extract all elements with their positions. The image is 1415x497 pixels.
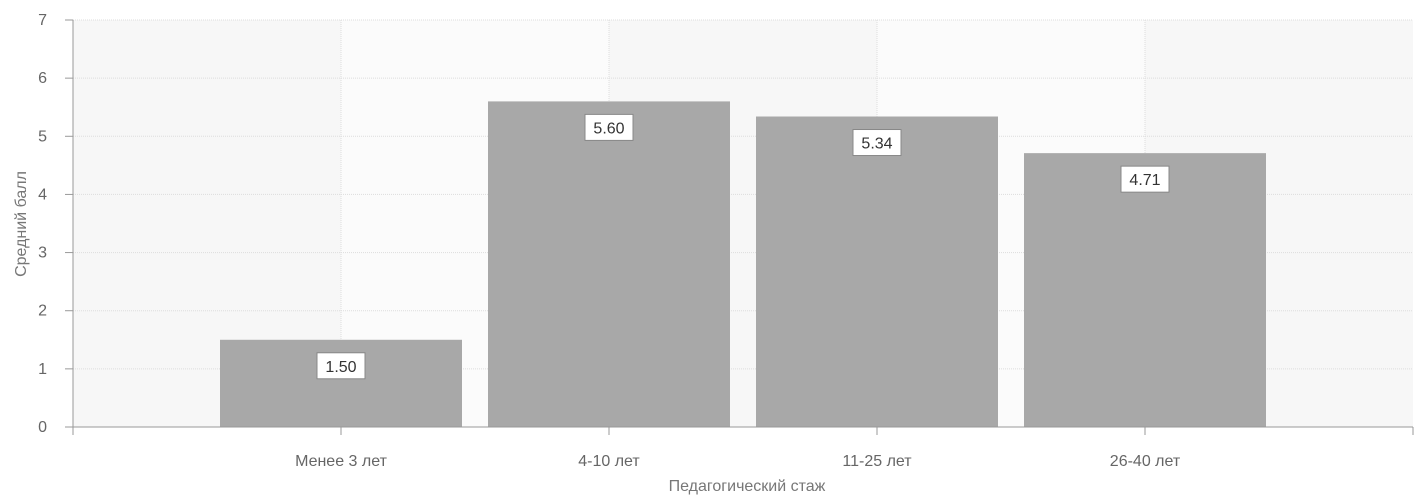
y-tick-label: 1 <box>38 361 47 378</box>
x-tick-label: 11-25 лет <box>842 453 912 470</box>
data-label: 1.50 <box>325 359 356 376</box>
data-label-box <box>584 113 634 141</box>
data-label-box <box>1120 165 1170 193</box>
y-tick-label: 5 <box>38 128 47 145</box>
y-tick-label: 7 <box>38 12 47 29</box>
y-tick-label: 0 <box>38 419 47 436</box>
data-labels: 1.50 5.60 5.34 4.71 <box>316 113 1170 380</box>
y-tick-label: 3 <box>38 245 47 262</box>
x-tick-label: 26-40 лет <box>1110 453 1181 470</box>
x-tick-label: Менее 3 лет <box>295 453 388 470</box>
y-tick-label: 4 <box>38 186 47 203</box>
data-label: 4.71 <box>1129 172 1160 189</box>
bar <box>488 101 730 428</box>
data-label: 5.34 <box>861 136 892 153</box>
x-axis-title: Педагогический стаж <box>669 478 826 495</box>
data-label: 5.60 <box>593 120 624 137</box>
y-tick-label: 2 <box>38 303 47 320</box>
data-label-box <box>852 129 902 157</box>
bar <box>1024 153 1266 427</box>
x-tick-label: 4-10 лет <box>578 453 640 470</box>
data-label-box <box>316 352 366 380</box>
bars <box>220 101 1266 428</box>
y-tick-label: 6 <box>38 70 47 87</box>
axes: 0 1 2 3 4 5 6 7 Менее 3 лет 4-10 лет 11-25 лет 26-4… <box>38 12 1414 470</box>
y-axis-title: Средний балл <box>13 171 30 277</box>
bar <box>756 116 998 427</box>
